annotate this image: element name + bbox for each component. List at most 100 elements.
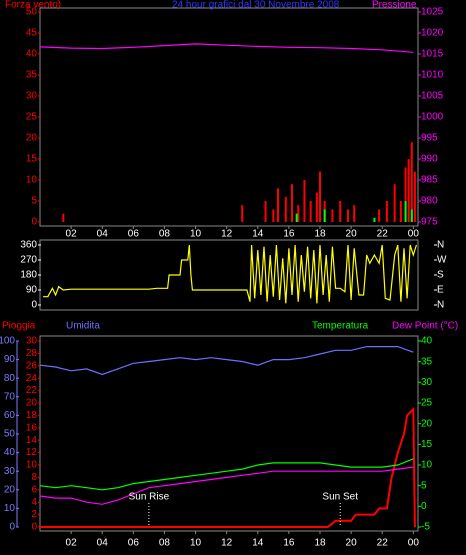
axis-tick-label: 35: [421, 356, 433, 367]
axis-tick-label: 15: [421, 439, 433, 450]
wind-bar: [413, 171, 416, 222]
annotation: Sun Rise: [129, 492, 170, 503]
series-label: Pioggia: [2, 321, 36, 332]
wind-bar: [373, 217, 376, 222]
axis-tick-label: 60: [4, 410, 16, 421]
x-tick-label: 16: [283, 538, 295, 549]
axis-tick-label: -5: [421, 522, 430, 533]
axis-tick-label: 12: [26, 447, 38, 458]
axis-tick-label: 25: [26, 112, 38, 123]
wind-bar: [399, 201, 402, 222]
axis-tick-label: 20: [26, 398, 38, 409]
axis-tick-label: 10: [421, 460, 433, 471]
wind-axis-label: Forza vento): [5, 0, 61, 11]
axis-tick-label: 24: [26, 373, 38, 384]
axis-tick-label: 360: [20, 240, 37, 251]
axis-tick-label: 995: [421, 133, 438, 144]
x-tick-label: 22: [377, 538, 389, 549]
x-tick-label: 08: [159, 538, 171, 549]
axis-tick-label: 1005: [421, 91, 444, 102]
axis-tick-label: 50: [4, 429, 16, 440]
x-tick-label: 06: [128, 229, 140, 240]
axis-tick-label: 10: [26, 175, 38, 186]
axis-tick-label: 16: [26, 422, 38, 433]
wind-bar: [303, 180, 306, 222]
axis-tick-label: 985: [421, 175, 438, 186]
axis-tick-label: 20: [4, 484, 16, 495]
axis-tick-label: 40: [26, 49, 38, 60]
axis-tick-label: 0: [421, 501, 427, 512]
axis-tick-label: 100: [0, 336, 15, 347]
x-tick-label: 02: [66, 229, 78, 240]
wind-bar: [277, 188, 279, 222]
series-label: Temperatura: [312, 321, 369, 332]
axis-tick-label: 15: [26, 154, 38, 165]
wind-bar: [385, 201, 388, 222]
axis-tick-label: 975: [421, 217, 438, 228]
axis-tick-label: 28: [26, 348, 38, 359]
wind-bar: [323, 209, 326, 222]
series-line: [39, 458, 414, 491]
axis-tick-label: 30: [421, 377, 433, 388]
panel-frame: [39, 7, 419, 227]
axis-tick-label: 1020: [421, 28, 444, 39]
axis-tick-label: 980: [421, 196, 438, 207]
axis-tick-label: 0: [31, 300, 37, 311]
x-tick-label: 18: [314, 538, 326, 549]
axis-tick-label: 0: [31, 522, 37, 533]
panel-frame: [39, 335, 419, 532]
panel-frame: [39, 239, 419, 311]
wind-bar: [309, 201, 312, 222]
axis-tick-label: 0: [9, 522, 15, 533]
wind-bar: [284, 196, 287, 222]
wind-bar: [291, 184, 293, 222]
axis-tick-label: 35: [26, 70, 38, 81]
wind-bar: [241, 205, 244, 222]
axis-tick-label: 90: [26, 285, 38, 296]
axis-tick-label: 70: [4, 391, 16, 402]
axis-tick-label: 22: [26, 385, 38, 396]
axis-tick-label: 5: [31, 196, 37, 207]
x-tick-label: 10: [190, 229, 202, 240]
axis-tick-label: N: [437, 240, 444, 251]
x-tick-label: 12: [221, 538, 233, 549]
axis-tick-label: 25: [421, 398, 433, 409]
x-tick-label: 22: [377, 229, 389, 240]
wind-bar: [347, 209, 349, 222]
axis-tick-label: 20: [26, 133, 38, 144]
x-tick-label: 12: [221, 229, 233, 240]
series-line: [43, 244, 417, 304]
x-tick-label: 14: [252, 538, 264, 549]
wind-bar: [404, 201, 407, 222]
wind-bar: [393, 184, 396, 222]
axis-tick-label: E: [437, 285, 444, 296]
wind-bar: [315, 192, 318, 222]
axis-tick-label: N: [437, 300, 444, 311]
x-tick-label: 02: [66, 538, 78, 549]
axis-tick-label: 1015: [421, 49, 444, 60]
axis-tick-label: 180: [20, 270, 37, 281]
axis-tick-label: 10: [4, 503, 16, 514]
wind-bar: [353, 205, 356, 222]
x-tick-label: 10: [190, 538, 202, 549]
wind-bar: [264, 201, 267, 222]
axis-tick-label: 4: [31, 497, 37, 508]
pressure-axis-label: Pressione: [372, 0, 417, 11]
axis-tick-label: 45: [26, 28, 38, 39]
axis-tick-label: 1010: [421, 70, 444, 81]
x-tick-label: 06: [128, 538, 140, 549]
wind-bar: [62, 213, 65, 222]
x-tick-label: 20: [346, 229, 358, 240]
x-tick-label: 04: [97, 229, 109, 240]
series-line: [39, 466, 414, 505]
series-line: [39, 43, 414, 53]
axis-tick-label: 8: [31, 472, 37, 483]
axis-tick-label: 30: [4, 466, 16, 477]
axis-tick-label: 80: [4, 373, 16, 384]
axis-tick-label: 2: [31, 509, 37, 520]
chart-title: 24 hour grafici dal 30 Novembre 2008: [172, 0, 340, 11]
axis-tick-label: 18: [26, 410, 38, 421]
series-label: Dew Point (°C): [392, 321, 458, 332]
x-tick-label: 00: [408, 229, 420, 240]
